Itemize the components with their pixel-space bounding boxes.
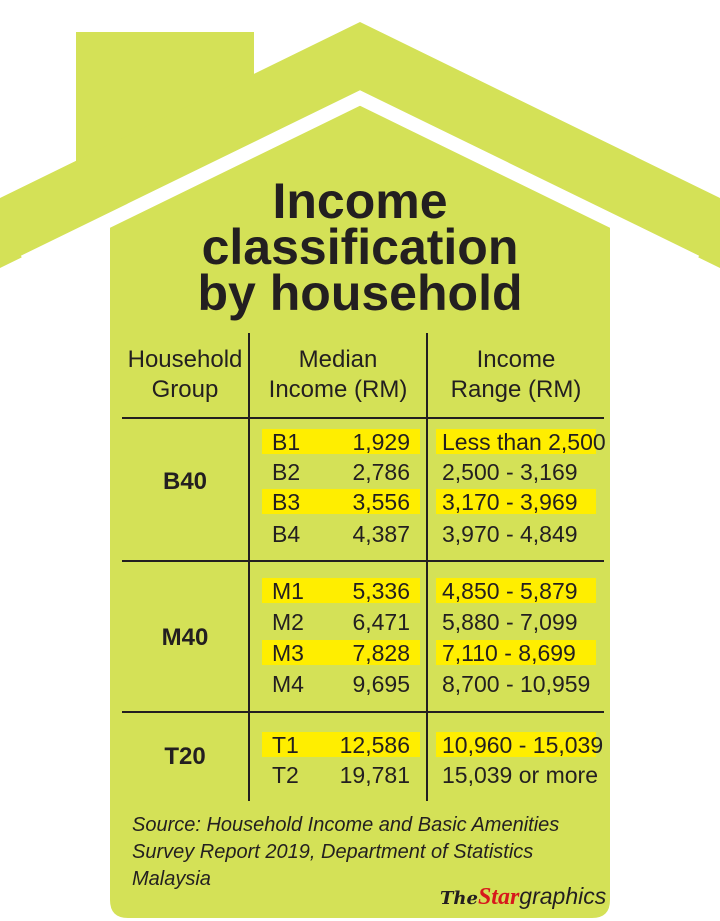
- row-code: M1: [272, 578, 304, 604]
- header-range-line1: Income: [476, 346, 556, 373]
- row-code: B3: [272, 489, 301, 515]
- thestar-graphics-logo: TheStargraphics: [440, 883, 606, 911]
- row-code: B4: [272, 521, 301, 547]
- row-range: 10,960 - 15,039: [442, 732, 604, 758]
- row-median: 2,786: [352, 459, 410, 485]
- row-code: T2: [272, 762, 299, 788]
- roof-gap: [20, 90, 700, 269]
- row-range: 5,880 - 7,099: [442, 609, 578, 635]
- highlight-m3-range: [436, 640, 596, 665]
- row-range: 4,850 - 5,879: [442, 578, 578, 604]
- highlight-m1-range: [436, 578, 596, 603]
- source-line1: Source: Household Income and Basic Ameni…: [132, 814, 560, 836]
- page-title-line2: classification: [201, 219, 519, 275]
- row-range: 7,110 - 8,699: [442, 640, 576, 666]
- highlight-m1: [262, 578, 420, 603]
- row-median: 1,929: [352, 429, 410, 455]
- page-title-line1: Income: [272, 173, 448, 229]
- highlight-t1-range: [436, 732, 596, 757]
- highlight-m3: [262, 640, 420, 665]
- header-household-group: Household Group: [122, 345, 248, 405]
- group-label-b40: B40: [162, 468, 208, 495]
- highlight-t1: [262, 732, 420, 757]
- highlight-b3-range: [436, 489, 596, 514]
- source-line2: Survey Report 2019, Department of Statis…: [132, 841, 534, 863]
- row-range: 2,500 - 3,169: [442, 459, 578, 485]
- source-line3: Malaysia: [132, 868, 211, 890]
- row-code: B2: [272, 459, 301, 485]
- row-median: 4,387: [352, 521, 410, 547]
- highlight-b1: [262, 429, 420, 454]
- group-label-t20: T20: [164, 743, 206, 770]
- row-range: Less than 2,500: [442, 429, 606, 455]
- highlight-b3: [262, 489, 420, 514]
- row-divider-m40: [122, 711, 604, 713]
- page-title-line3: by household: [197, 265, 523, 321]
- row-code: M2: [272, 609, 304, 635]
- row-median: 6,471: [352, 609, 410, 635]
- row-median: 7,828: [352, 640, 410, 666]
- row-range: 15,039 or more: [442, 762, 598, 788]
- logo-star: Star: [477, 884, 520, 910]
- roof: [0, 22, 720, 268]
- header-median-line1: Median: [298, 346, 378, 373]
- logo-graphics: graphics: [519, 883, 607, 909]
- column-divider-2: [426, 333, 428, 801]
- row-code: M4: [272, 671, 304, 697]
- row-range: 3,970 - 4,849: [442, 521, 578, 547]
- row-range: 3,170 - 3,969: [442, 489, 578, 515]
- highlight-b1-range: [436, 429, 596, 454]
- row-code: B1: [272, 429, 301, 455]
- row-median: 19,781: [339, 762, 410, 788]
- header-median-income: Median Income (RM): [250, 345, 426, 405]
- row-code: M3: [272, 640, 304, 666]
- row-divider-header: [122, 417, 604, 419]
- header-group-line2: Group: [151, 376, 219, 403]
- group-label-m40: M40: [161, 624, 209, 651]
- row-divider-b40: [122, 560, 604, 562]
- header-income-range: Income Range (RM): [428, 345, 604, 405]
- row-median: 3,556: [352, 489, 410, 515]
- column-divider-1: [248, 333, 250, 801]
- logo-the: The: [440, 888, 478, 909]
- row-code: T1: [272, 732, 299, 758]
- header-group-line1: Household: [127, 346, 243, 373]
- row-median: 5,336: [352, 578, 410, 604]
- row-range: 8,700 - 10,959: [442, 671, 591, 697]
- row-median: 12,586: [339, 732, 410, 758]
- source-note: Source: Household Income and Basic Ameni…: [132, 812, 602, 893]
- row-median: 9,695: [352, 671, 410, 697]
- header-range-line2: Range (RM): [450, 376, 582, 403]
- header-median-line2: Income (RM): [268, 376, 408, 403]
